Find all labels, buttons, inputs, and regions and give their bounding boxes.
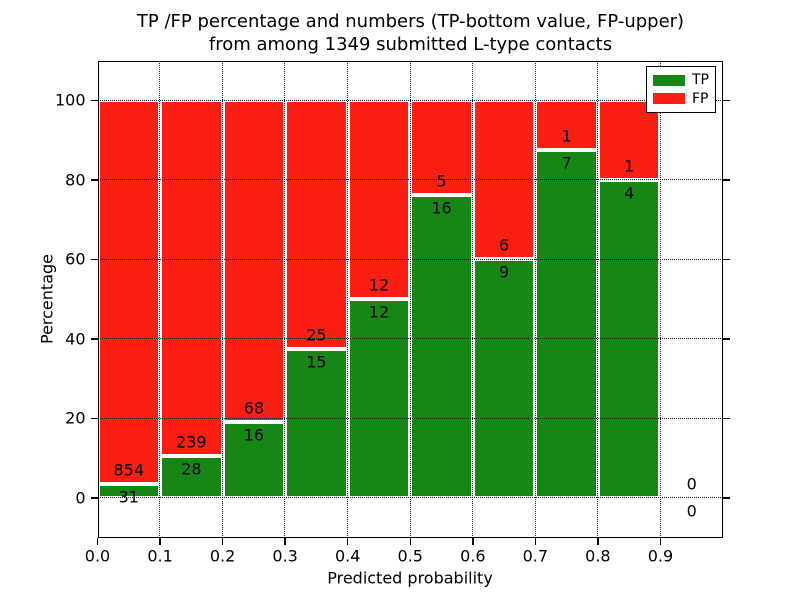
v-gridline: [346, 60, 348, 538]
tp-count-label: 15: [306, 352, 327, 372]
fp-count-label: 1: [561, 126, 572, 146]
fp-bar: [347, 100, 411, 299]
y-tickmark-left: [90, 179, 98, 181]
v-gridline: [284, 60, 286, 538]
y-tickmark-right: [723, 417, 730, 419]
x-tickmark: [284, 537, 286, 545]
legend-label-fp: FP: [692, 90, 709, 107]
tp-bar: [410, 194, 473, 498]
fp-bar: [597, 100, 661, 180]
v-gridline: [597, 60, 599, 538]
x-tickmark: [96, 537, 99, 545]
x-tickmark: [346, 537, 349, 545]
tp-bar: [347, 299, 411, 498]
y-tickmark-right: [723, 258, 730, 260]
tp-count-label: 12: [368, 302, 390, 322]
x-tick-label: 0.8: [585, 546, 611, 566]
plot-frame: [97, 60, 723, 538]
chart-title-line1: TP /FP percentage and numbers (TP-bottom…: [136, 11, 685, 32]
y-tickmark-left: [90, 338, 98, 340]
x-tickmark: [534, 537, 537, 545]
x-tickmark: [659, 537, 662, 545]
x-tickmark: [409, 537, 411, 545]
tp-count-label: 28: [181, 459, 202, 479]
y-tick-label: 80: [65, 170, 86, 190]
x-tick-label: 0.7: [522, 546, 549, 566]
tp-bar: [535, 149, 598, 498]
tp-count-label: 4: [624, 183, 635, 203]
fp-bar: [160, 100, 223, 457]
y-tickmark-left: [90, 258, 98, 260]
tp-count-label: 9: [498, 262, 510, 282]
tp-count-label: 31: [118, 487, 139, 507]
tp-bar: [285, 348, 348, 498]
tp-count-label: 16: [431, 198, 452, 218]
x-tick-label: 0.2: [209, 546, 236, 566]
legend-label-tp: TP: [692, 72, 709, 89]
x-tick-label: 0.6: [460, 546, 486, 566]
legend-item-fp: FP: [653, 92, 709, 106]
fp-bar: [222, 100, 286, 423]
x-tick-label: 0.1: [147, 546, 173, 566]
legend: TP FP: [646, 66, 716, 113]
x-tick-label: 0.0: [84, 546, 111, 566]
fp-bar: [535, 100, 598, 150]
y-tick-label: 40: [65, 329, 86, 349]
fp-count-label: 0: [686, 474, 697, 494]
x-tickmark: [159, 537, 161, 545]
tp-bar: [472, 259, 536, 498]
tp-swatch-icon: [653, 74, 685, 86]
fp-count-label: 25: [306, 325, 327, 345]
fp-bar: [285, 100, 348, 349]
fp-count-label: 239: [176, 432, 207, 452]
fp-swatch-icon: [653, 93, 685, 105]
x-tickmark: [597, 537, 599, 545]
y-tickmark-left: [90, 417, 98, 419]
v-gridline: [221, 60, 223, 538]
y-tick-label: 100: [54, 90, 86, 110]
fp-count-label: 5: [436, 171, 447, 191]
fp-count-label: 1: [624, 156, 635, 176]
x-tickmark: [472, 537, 474, 545]
fp-count-label: 12: [368, 275, 390, 295]
y-tickmark-left: [90, 497, 98, 499]
x-tick-label: 0.5: [397, 546, 423, 566]
tp-bar: [160, 456, 223, 498]
v-gridline: [472, 60, 474, 538]
y-tick-label: 0: [75, 488, 86, 508]
y-tickmark-right: [723, 179, 730, 181]
y-tickmark-left: [90, 99, 98, 101]
y-axis-label: Percentage: [37, 253, 57, 345]
legend-item-tp: TP: [653, 73, 709, 87]
x-axis-label: Predicted probability: [327, 568, 493, 588]
tp-bar: [222, 422, 286, 498]
v-gridline: [409, 60, 411, 538]
v-gridline: [534, 60, 536, 538]
chart-title-line2: from among 1349 submitted L-type contact…: [208, 34, 613, 55]
fp-count-label: 68: [243, 398, 265, 418]
tp-count-label: 0: [686, 501, 697, 521]
fp-bar: [97, 100, 161, 484]
x-tick-label: 0.4: [334, 546, 361, 566]
tp-count-label: 16: [243, 425, 265, 445]
x-tick-label: 0.3: [272, 546, 298, 566]
y-tick-label: 60: [65, 249, 86, 269]
v-gridline: [159, 60, 161, 538]
y-tick-label: 20: [65, 408, 86, 428]
fp-count-label: 6: [498, 235, 510, 255]
x-tickmark: [221, 537, 224, 545]
v-gridline: [659, 60, 661, 538]
y-tickmark-right: [723, 338, 730, 340]
chart-title: TP /FP percentage and numbers (TP-bottom…: [98, 10, 723, 56]
fp-count-label: 854: [113, 460, 145, 480]
tp-count-label: 7: [561, 153, 572, 173]
y-tickmark-right: [723, 497, 730, 499]
x-tick-label: 0.9: [647, 546, 674, 566]
y-tickmark-right: [723, 99, 730, 101]
